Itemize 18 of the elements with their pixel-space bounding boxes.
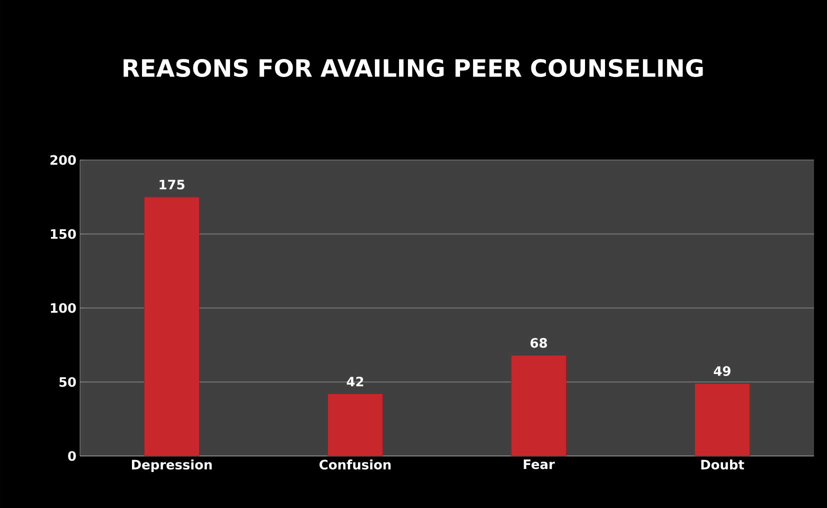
data-label: 68: [530, 338, 547, 348]
chart-title: REASONS FOR AVAILING PEER COUNSELING: [124, 58, 703, 78]
x-tick-label: Depression: [132, 460, 212, 472]
bar: [694, 383, 750, 456]
x-tick-label: Confusion: [320, 460, 391, 470]
bar: [328, 394, 383, 456]
y-tick-label: 0: [68, 451, 76, 461]
x-tick-label: Fear: [524, 460, 555, 470]
y-tick-label: 100: [50, 303, 76, 313]
y-tick-label: 150: [50, 229, 76, 239]
y-tick-label: 200: [50, 155, 76, 165]
data-label: 175: [160, 180, 184, 190]
data-label: 42: [346, 376, 364, 386]
x-tick-label: Doubt: [701, 460, 744, 470]
data-label: 49: [714, 366, 730, 376]
y-tick-label: 50: [59, 377, 76, 387]
bar: [144, 196, 200, 456]
bar: [511, 355, 566, 456]
